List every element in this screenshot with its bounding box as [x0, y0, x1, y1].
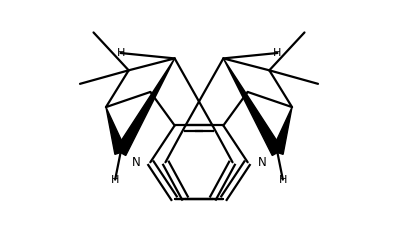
Text: H: H	[273, 48, 282, 58]
Polygon shape	[106, 107, 126, 154]
Polygon shape	[272, 107, 292, 154]
Polygon shape	[223, 58, 283, 155]
Text: N: N	[132, 156, 140, 169]
Text: H: H	[279, 175, 287, 185]
Text: H: H	[111, 175, 119, 185]
Polygon shape	[115, 58, 175, 155]
Text: N: N	[258, 156, 266, 169]
Text: H: H	[116, 48, 125, 58]
